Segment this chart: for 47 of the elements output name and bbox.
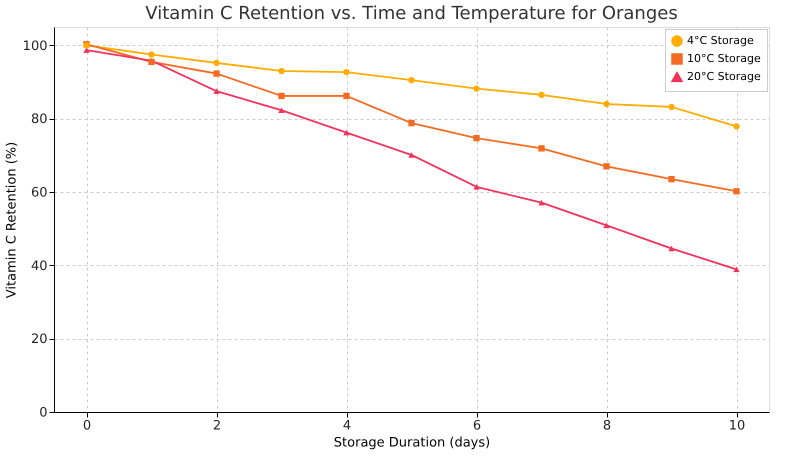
legend-label: 20°C Storage [687, 70, 761, 83]
point [668, 246, 675, 252]
point [408, 120, 415, 126]
y-tick-label: 40 [30, 258, 48, 274]
point [343, 92, 350, 100]
point [668, 104, 675, 110]
point [538, 200, 545, 206]
y-axis-title: Vitamin C Retention (%) [4, 142, 20, 298]
y-tick-label: 60 [30, 186, 48, 200]
y-tick-label: 80 [30, 112, 48, 128]
point [473, 85, 480, 92]
point [733, 123, 740, 130]
x-axis-title: Storage Duration (days) [334, 436, 490, 450]
y-tick-label: 0 [39, 406, 48, 420]
point [83, 47, 90, 53]
chart-title: Vitamin C Retention vs. Time and Temperature for Oranges [145, 3, 678, 24]
x-tick-label: 8 [602, 418, 612, 434]
point [473, 134, 480, 142]
point [213, 88, 220, 94]
point [213, 60, 220, 66]
point [408, 152, 415, 158]
point [603, 163, 610, 170]
y-tick-label: 100 [22, 38, 48, 54]
point [603, 222, 610, 228]
point [733, 266, 740, 272]
point [278, 68, 285, 74]
point [278, 92, 285, 100]
legend-label: 4°C Storage [687, 34, 754, 47]
x-tick-label: 10 [728, 418, 746, 434]
point [538, 145, 545, 152]
point [603, 100, 610, 108]
x-tick-label: 6 [472, 418, 482, 434]
point [148, 51, 155, 58]
point [733, 188, 740, 194]
x-tick-label: 2 [212, 418, 222, 434]
y-tick-label: 20 [30, 332, 48, 348]
point [408, 77, 415, 84]
point [538, 92, 545, 98]
point [343, 68, 350, 76]
x-tick-label: 4 [342, 418, 352, 434]
point [668, 176, 675, 182]
x-tick-label: 0 [82, 418, 92, 434]
point [278, 107, 285, 113]
point [343, 130, 350, 136]
point [473, 184, 480, 190]
point [213, 70, 220, 77]
legend-label: 10°C Storage [687, 52, 761, 65]
